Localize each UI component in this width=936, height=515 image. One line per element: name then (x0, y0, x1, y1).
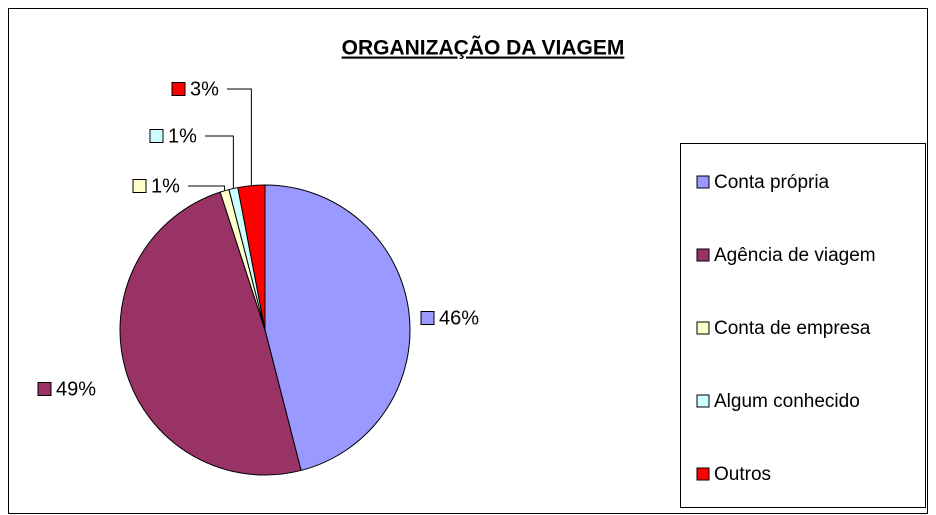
legend-label: Conta de empresa (714, 318, 871, 339)
label-swatch (149, 129, 164, 143)
pie-slice (264, 184, 411, 472)
legend-box (680, 143, 926, 508)
chart-title: ORGANIZAÇÃO DA VIAGEM (342, 37, 625, 60)
data-label: 1% (168, 125, 197, 147)
data-label: 3% (190, 78, 219, 100)
label-swatch (37, 382, 52, 396)
data-label: 49% (56, 378, 96, 400)
legend-label: Outros (714, 464, 771, 485)
label-swatch (420, 311, 435, 325)
leader-line (187, 185, 226, 191)
legend-label: Conta própria (714, 172, 830, 193)
label-swatch (171, 82, 186, 96)
legend-label: Agência de viagem (714, 245, 876, 266)
legend-swatch (696, 467, 710, 481)
leader-line (226, 88, 252, 186)
label-swatch (132, 179, 147, 193)
pie-slice (119, 191, 302, 476)
leader-line (204, 135, 234, 189)
data-label: 1% (151, 175, 180, 197)
legend-label: Algum conhecido (714, 391, 860, 412)
legend-swatch (696, 248, 710, 262)
legend-swatch (696, 321, 710, 335)
data-label: 46% (439, 307, 479, 329)
legend-swatch (696, 175, 710, 189)
legend-swatch (696, 394, 710, 408)
